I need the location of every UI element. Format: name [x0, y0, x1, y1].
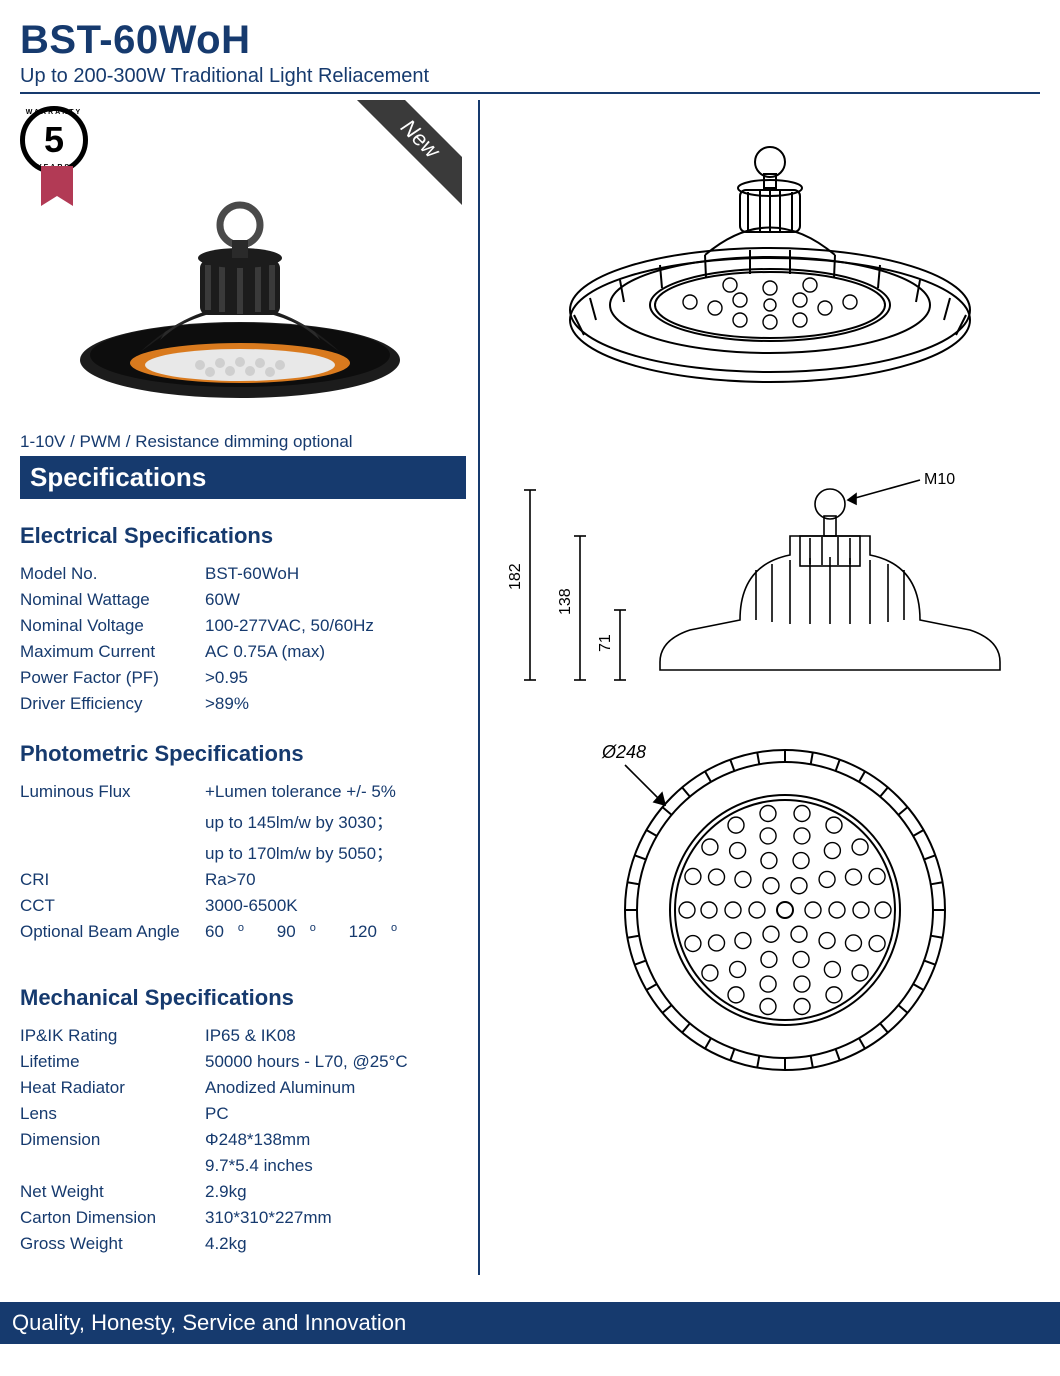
- table-row: Maximum CurrentAC 0.75A (max): [20, 639, 460, 665]
- table-row: 9.7*5.4 inches: [20, 1153, 460, 1179]
- spec-value: 4.2kg: [205, 1231, 460, 1257]
- spec-value: 9.7*5.4 inches: [205, 1153, 460, 1179]
- table-row: Net Weight 2.9kg: [20, 1179, 460, 1205]
- dim-m10: M10: [924, 471, 955, 488]
- footer-bar: Quality, Honesty, Service and Innovation: [0, 1302, 1060, 1344]
- cct-label: CCT: [20, 893, 205, 919]
- spec-value: >89%: [205, 691, 460, 717]
- spec-value: Φ248*138mm: [205, 1127, 460, 1153]
- dim-71: 71: [597, 634, 614, 652]
- product-title: BST-60WoH: [20, 18, 1040, 63]
- drawing-side-icon: 182 138 71 M10: [500, 470, 1040, 710]
- warranty-ribbon-icon: [41, 166, 73, 206]
- product-subtitle: Up to 200-300W Traditional Light Reliace…: [20, 65, 1040, 88]
- product-photo-icon: [70, 170, 410, 410]
- table-row: Gross Weight4.2kg: [20, 1231, 460, 1257]
- spec-value: 2.9kg: [205, 1179, 460, 1205]
- spec-label: Lens: [20, 1101, 205, 1127]
- specifications-bar: Specifications: [20, 456, 466, 499]
- table-row: Nominal Voltage100-277VAC, 50/60Hz: [20, 613, 460, 639]
- beam-90: 90: [277, 922, 296, 941]
- drawing-isometric-icon: [530, 130, 1010, 430]
- mechanical-table: IP&IK RatingIP65 & IK08Lifetime50000 hou…: [20, 1023, 460, 1257]
- dim-138: 138: [557, 588, 574, 615]
- cct-value: 3000-6500K: [205, 893, 460, 919]
- table-row: Lifetime50000 hours - L70, @25°C: [20, 1049, 460, 1075]
- spec-label: Heat Radiator: [20, 1075, 205, 1101]
- spec-label: Gross Weight: [20, 1231, 205, 1257]
- product-photo-area: 5 New: [20, 100, 470, 430]
- spec-label: IP&IK Rating: [20, 1023, 205, 1049]
- table-row: Heat RadiatorAnodized Aluminum: [20, 1075, 460, 1101]
- dimming-note: 1-10V / PWM / Resistance dimming optiona…: [20, 432, 470, 452]
- beam-angle-values: 60o 90o 120o: [205, 919, 460, 945]
- title-block: BST-60WoH Up to 200-300W Traditional Lig…: [20, 18, 1040, 94]
- left-column: 5 New: [20, 100, 480, 1275]
- spec-label: Lifetime: [20, 1049, 205, 1075]
- beam-120: 120: [349, 922, 377, 941]
- spec-value: 100-277VAC, 50/60Hz: [205, 613, 460, 639]
- table-row: Power Factor (PF)>0.95: [20, 665, 460, 691]
- spec-value: 60W: [205, 587, 460, 613]
- table-row: Model No.BST-60WoH: [20, 561, 460, 587]
- dim-diameter: Ø248: [601, 742, 646, 762]
- spec-label: Model No.: [20, 561, 205, 587]
- cri-value: Ra>70: [205, 867, 460, 893]
- spec-label: Carton Dimension: [20, 1205, 205, 1231]
- table-row: IP&IK RatingIP65 & IK08: [20, 1023, 460, 1049]
- mechanical-heading: Mechanical Specifications: [20, 985, 470, 1011]
- table-row: Nominal Wattage60W: [20, 587, 460, 613]
- spec-label: Dimension: [20, 1127, 205, 1153]
- spec-value: >0.95: [205, 665, 460, 691]
- cri-label: CRI: [20, 867, 205, 893]
- luminous-flux-line-0: +Lumen tolerance +/- 5%: [205, 779, 460, 805]
- electrical-table: Model No.BST-60WoHNominal Wattage60WNomi…: [20, 561, 460, 717]
- table-row: Driver Efficiency>89%: [20, 691, 460, 717]
- table-row: Carton Dimension310*310*227mm: [20, 1205, 460, 1231]
- spec-value: Anodized Aluminum: [205, 1075, 460, 1101]
- spec-value: AC 0.75A (max): [205, 639, 460, 665]
- spec-label: Nominal Wattage: [20, 587, 205, 613]
- beam-angle-label: Optional Beam Angle: [20, 919, 205, 945]
- photometric-table: Luminous Flux +Lumen tolerance +/- 5% up…: [20, 779, 460, 945]
- luminous-flux-line-2: up to 170lm/w by 5050；: [205, 836, 460, 867]
- spec-label: Driver Efficiency: [20, 691, 205, 717]
- spec-label: Net Weight: [20, 1179, 205, 1205]
- dim-182: 182: [507, 563, 524, 590]
- spec-value: 50000 hours - L70, @25°C: [205, 1049, 460, 1075]
- table-row: LensPC: [20, 1101, 460, 1127]
- warranty-years: 5: [20, 106, 88, 174]
- photometric-heading: Photometric Specifications: [20, 741, 470, 767]
- spec-value: BST-60WoH: [205, 561, 460, 587]
- spec-label: [20, 1153, 205, 1179]
- drawing-bottom-icon: Ø248: [590, 720, 970, 1080]
- spec-value: IP65 & IK08: [205, 1023, 460, 1049]
- spec-label: Maximum Current: [20, 639, 205, 665]
- spec-label: Nominal Voltage: [20, 613, 205, 639]
- right-column: 182 138 71 M10: [480, 100, 1040, 1275]
- luminous-flux-label: Luminous Flux: [20, 779, 205, 805]
- spec-label: Power Factor (PF): [20, 665, 205, 691]
- electrical-heading: Electrical Specifications: [20, 523, 470, 549]
- spec-value: PC: [205, 1101, 460, 1127]
- table-row: DimensionΦ248*138mm: [20, 1127, 460, 1153]
- spec-value: 310*310*227mm: [205, 1205, 460, 1231]
- luminous-flux-line-1: up to 145lm/w by 3030；: [205, 805, 460, 836]
- beam-60: 60: [205, 922, 224, 941]
